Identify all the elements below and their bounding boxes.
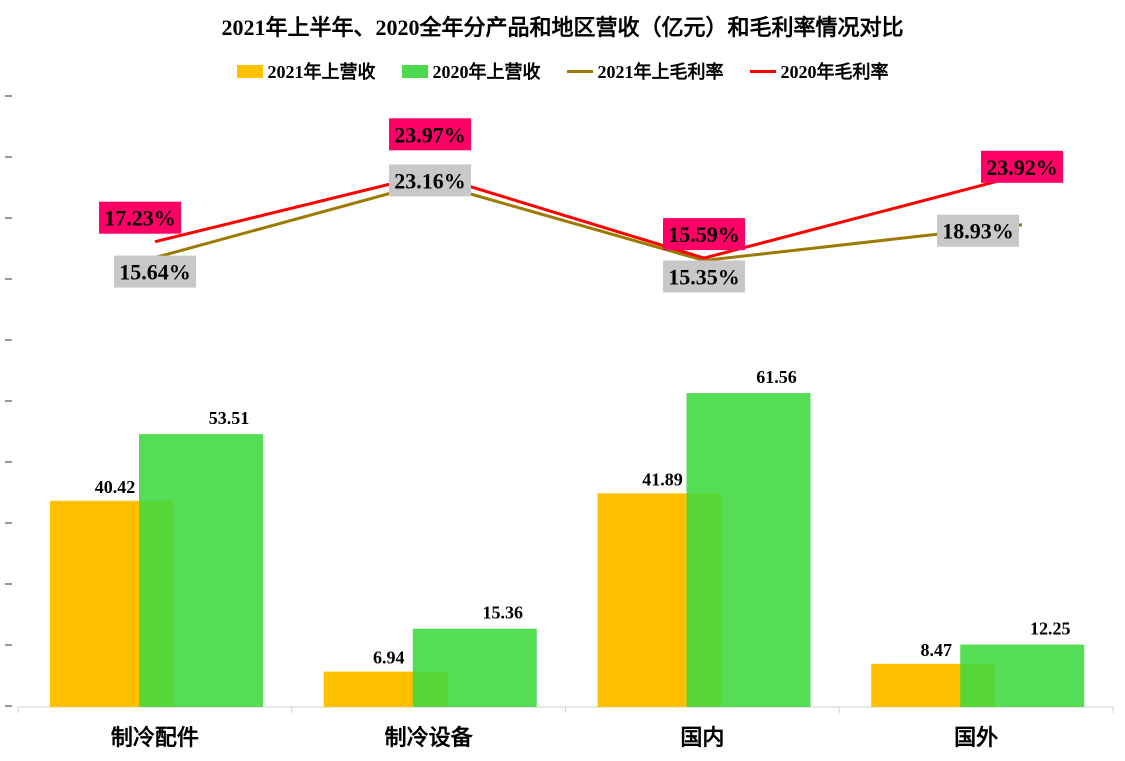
data-label: 15.36 (483, 603, 524, 623)
legend-item: 2020年毛利率 (749, 58, 889, 84)
legend-item: 2021年上毛利率 (566, 58, 724, 84)
x-tick-label: 国外 (954, 725, 998, 750)
legend-item: 2021年上营收 (236, 58, 376, 84)
data-label-2020-margin: 15.59% (668, 222, 740, 247)
bar-2020 (686, 393, 811, 707)
data-label-2021-margin-bg (114, 255, 196, 288)
data-label-2020-margin: 23.92% (986, 155, 1058, 180)
legend-item: 2020年上营收 (401, 58, 541, 84)
data-label-2021-margin: 23.16% (394, 168, 466, 193)
chart-title: 2021年上半年、2020全年分产品和地区营收（亿元）和毛利率情况对比 (221, 15, 904, 40)
data-label: 41.89 (642, 469, 683, 489)
data-label-2020-margin: 17.23% (104, 206, 176, 231)
data-label-2021-margin: 18.93% (942, 219, 1014, 244)
data-label-2020-margin-bg (99, 201, 181, 234)
data-label-2021-margin-bg (389, 164, 471, 197)
x-tick-label: 制冷配件 (111, 725, 199, 750)
data-label-2020-margin-bg (981, 150, 1063, 183)
bar-2020 (412, 628, 537, 707)
legend-swatch (566, 69, 593, 73)
bar-2020 (139, 434, 263, 707)
line-2020-margin (154, 172, 1023, 260)
data-label: 12.25 (1030, 619, 1071, 639)
x-tick-label: 制冷设备 (385, 725, 474, 750)
data-label: 61.56 (756, 367, 797, 387)
data-label: 40.42 (95, 477, 136, 497)
data-label-2021-margin: 15.64% (119, 260, 191, 285)
legend-label: 2021年上营收 (267, 62, 376, 82)
legend-swatch (401, 64, 428, 78)
legend-swatch (749, 69, 776, 73)
legend: 2021年上营收 2020年上营收 2021年上毛利率 2020年毛利率 (0, 58, 1125, 84)
data-label-2020-margin: 23.97% (394, 122, 466, 147)
data-label-2021-margin: 15.35% (668, 265, 740, 290)
legend-label: 2020年上营收 (432, 62, 541, 82)
data-label: 8.47 (921, 640, 953, 660)
bar-2020 (960, 644, 1085, 707)
data-label: 6.94 (373, 648, 405, 668)
data-label: 53.51 (209, 408, 250, 428)
data-label-2020-margin-bg (389, 118, 471, 151)
line-2021-margin (154, 180, 1023, 263)
legend-label: 2020年毛利率 (780, 62, 889, 82)
data-label-2020-margin-bg (663, 218, 745, 251)
legend-swatch (236, 64, 263, 78)
data-label-2021-margin-bg (663, 260, 745, 293)
legend-label: 2021年上毛利率 (597, 62, 724, 82)
x-tick-label: 国内 (680, 725, 724, 750)
data-label-2021-margin-bg (937, 214, 1019, 247)
